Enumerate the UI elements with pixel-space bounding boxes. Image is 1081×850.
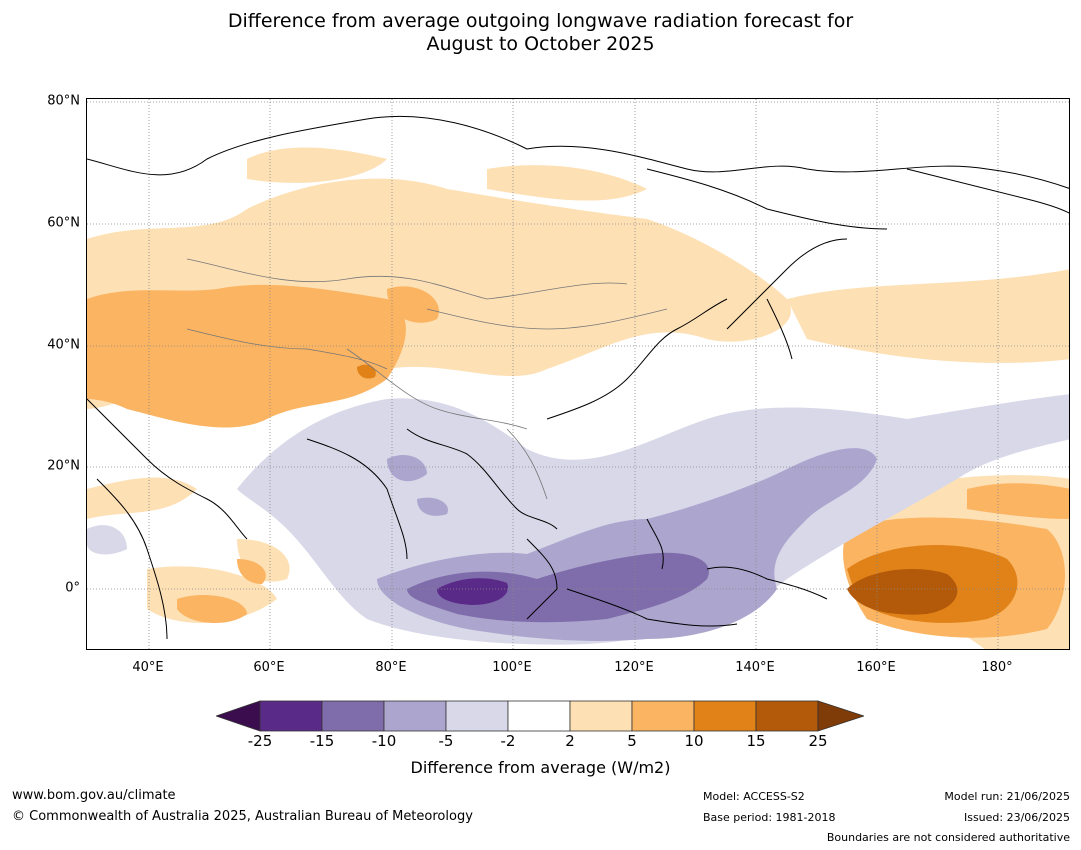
- colorbar-tick: 2: [565, 732, 575, 750]
- positive-anomaly-very-strong: [847, 569, 958, 615]
- map-canvas: [87, 99, 1069, 649]
- lon-label-100e: 100°E: [492, 660, 532, 675]
- lon-label-80e: 80°E: [375, 660, 407, 675]
- footer-disclaimer: Boundaries are not considered authoritat…: [826, 831, 1070, 844]
- lon-label-40e: 40°E: [132, 660, 164, 675]
- lon-label-180: 180°: [981, 660, 1013, 675]
- colorbar-tick: -15: [309, 732, 335, 750]
- lat-label-80n: 80°N: [47, 93, 80, 109]
- colorbar-swatch-9: [755, 700, 819, 732]
- footer-model-run: Model run: 21/06/2025: [944, 790, 1070, 803]
- colorbar-tick: -10: [371, 732, 397, 750]
- lat-label-60n: 60°N: [47, 215, 80, 231]
- colorbar-swatch-8: [693, 700, 757, 732]
- colorbar-tick: 25: [808, 732, 828, 750]
- colorbar-low-extend: [216, 700, 261, 732]
- footer-copyright: © Commonwealth of Australia 2025, Austra…: [12, 809, 473, 824]
- title-line-1: Difference from average outgoing longwav…: [227, 10, 854, 32]
- colorbar-swatch-2: [321, 700, 385, 732]
- colorbar-swatch-7: [631, 700, 695, 732]
- lon-label-160e: 160°E: [856, 660, 896, 675]
- footer-issued: Issued: 23/06/2025: [963, 811, 1070, 824]
- lat-label-40n: 40°N: [47, 337, 80, 353]
- coastlines: [87, 115, 1069, 640]
- footer-url: www.bom.gov.au/climate: [12, 788, 176, 803]
- negative-anomaly-very-strong: [437, 578, 508, 605]
- lon-label-140e: 140°E: [735, 660, 775, 675]
- colorbar: [216, 700, 864, 732]
- negative-anomaly-strong: [407, 552, 709, 623]
- footer-base-period: Base period: 1981-2018: [703, 811, 836, 824]
- colorbar-swatch-5: [507, 700, 571, 732]
- colorbar-label: Difference from average (W/m2): [410, 758, 671, 777]
- chart-title: Difference from average outgoing longwav…: [0, 10, 1081, 56]
- colorbar-swatch-6: [569, 700, 633, 732]
- colorbar-tick: 15: [746, 732, 766, 750]
- country-borders: [186, 258, 668, 500]
- colorbar-tick: 5: [627, 732, 637, 750]
- title-line-2: August to October 2025: [426, 33, 655, 55]
- colorbar-swatch-3: [383, 700, 447, 732]
- colorbar-swatch-1: [259, 700, 323, 732]
- colorbar-tick: -25: [247, 732, 273, 750]
- colorbar-swatch-4: [445, 700, 509, 732]
- olr-anomaly-map: [86, 98, 1070, 650]
- graticule: [87, 99, 1069, 649]
- colorbar-tick: -2: [500, 732, 516, 750]
- lat-label-0: 0°: [65, 580, 80, 596]
- lon-label-60e: 60°E: [253, 660, 285, 675]
- colorbar-high-extend: [817, 700, 864, 732]
- footer-model: Model: ACCESS-S2: [703, 790, 805, 803]
- lon-label-120e: 120°E: [614, 660, 654, 675]
- colorbar-tick: 10: [684, 732, 704, 750]
- lat-label-20n: 20°N: [47, 458, 80, 474]
- colorbar-tick: -5: [438, 732, 454, 750]
